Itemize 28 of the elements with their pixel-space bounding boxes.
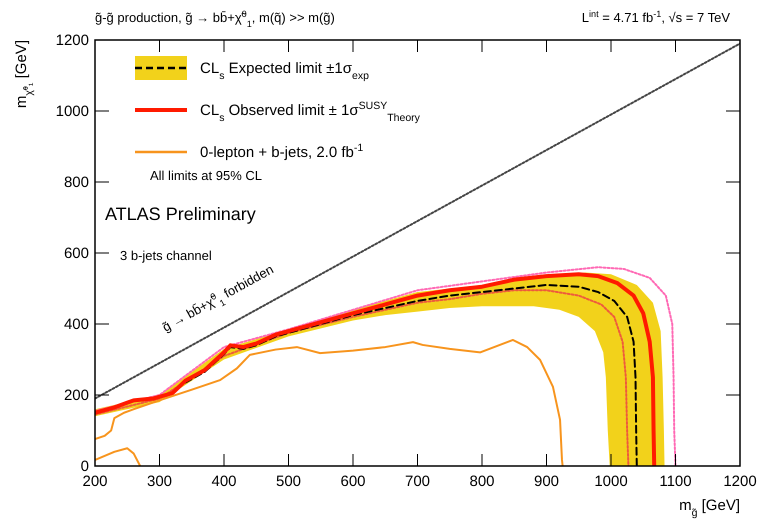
annotation: All limits at 95% CL [150, 168, 262, 183]
x-axis-title: m$_{g̃}$ [GeV] [679, 497, 740, 519]
chart-title: g̃-g̃ production, g̃ → bb̄+χ̃$^{0}$$_{1}$, m(q̃) >> m(g̃) [95, 9, 335, 29]
x-tick-label: 500 [276, 473, 302, 490]
chart-subtitle: L$^{int}$ = 4.71 fb$^{-1}$, √s = 7 TeV [582, 9, 730, 25]
x-tick-label: 900 [534, 473, 560, 490]
legend-label: CL$_{s}$ Expected limit ±1σ$_{exp}$ [200, 60, 370, 82]
y-tick-label: 800 [64, 174, 89, 191]
annotation: ATLAS Preliminary [105, 204, 256, 224]
y-tick-label: 400 [64, 316, 89, 333]
x-tick-label: 200 [82, 473, 108, 490]
y-tick-label: 200 [64, 387, 89, 404]
line-series [95, 447, 142, 466]
annotation: 3 b-jets channel [120, 248, 212, 263]
x-tick-label: 400 [211, 473, 237, 490]
y-tick-label: 1200 [56, 32, 89, 49]
x-tick-label: 1100 [659, 473, 692, 490]
x-tick-label: 800 [469, 473, 495, 490]
x-tick-label: 600 [340, 473, 366, 490]
legend-label: 0-lepton + b-jets, 2.0 fb$^{-1}$ [200, 142, 364, 161]
y-tick-label: 600 [64, 245, 89, 262]
line-series [95, 338, 564, 466]
y-tick-label: 0 [80, 458, 89, 475]
x-tick-label: 1000 [594, 473, 628, 490]
y-tick-label: 1000 [56, 103, 89, 120]
x-tick-label: 300 [146, 473, 172, 490]
x-tick-label: 1200 [723, 473, 757, 490]
x-tick-label: 700 [404, 473, 430, 490]
